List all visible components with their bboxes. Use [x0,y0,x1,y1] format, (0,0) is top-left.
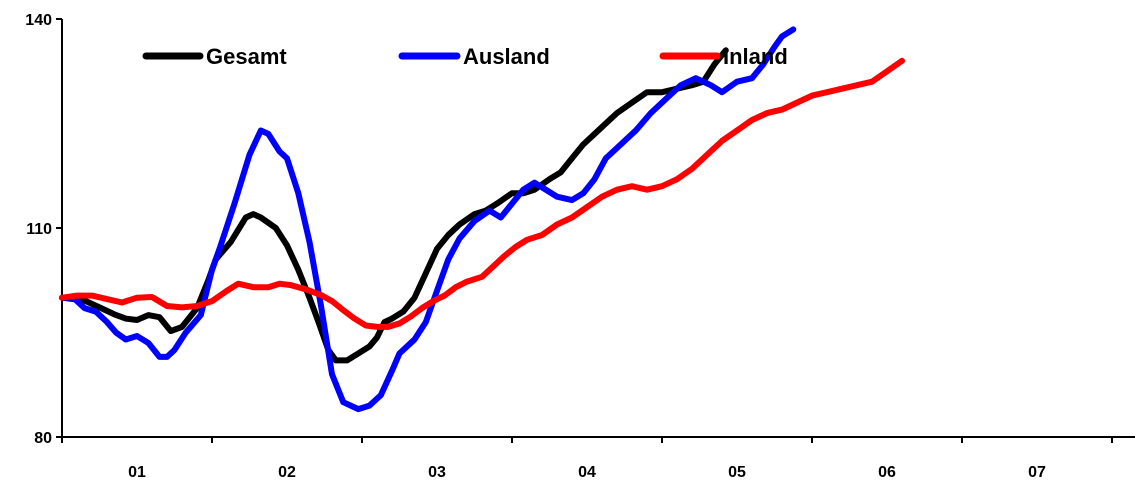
x-tick-label: 06 [878,464,896,481]
y-tick-label: 140 [25,12,52,29]
series-line-ausland [59,26,797,413]
series-layer [59,26,905,413]
x-tick-label: 01 [128,464,146,481]
legend: Gesamt Ausland Inland [142,44,788,69]
x-tick-label: 05 [728,464,746,481]
y-tick-label: 110 [26,221,52,238]
axes: 80 110 140 01 02 03 04 05 06 07 [25,12,1135,481]
y-tick-label: 80 [34,430,52,447]
legend-label-gesamt: Gesamt [206,44,287,69]
legend-label-inland: Inland [723,44,788,69]
series-line-gesamt [59,47,729,364]
x-tick-label: 02 [278,464,296,481]
x-tick-label: 04 [578,464,596,481]
x-tick-label: 03 [428,464,446,481]
x-tick-label: 07 [1028,464,1046,481]
series-line-inland [59,57,905,330]
legend-label-ausland: Ausland [463,44,550,69]
